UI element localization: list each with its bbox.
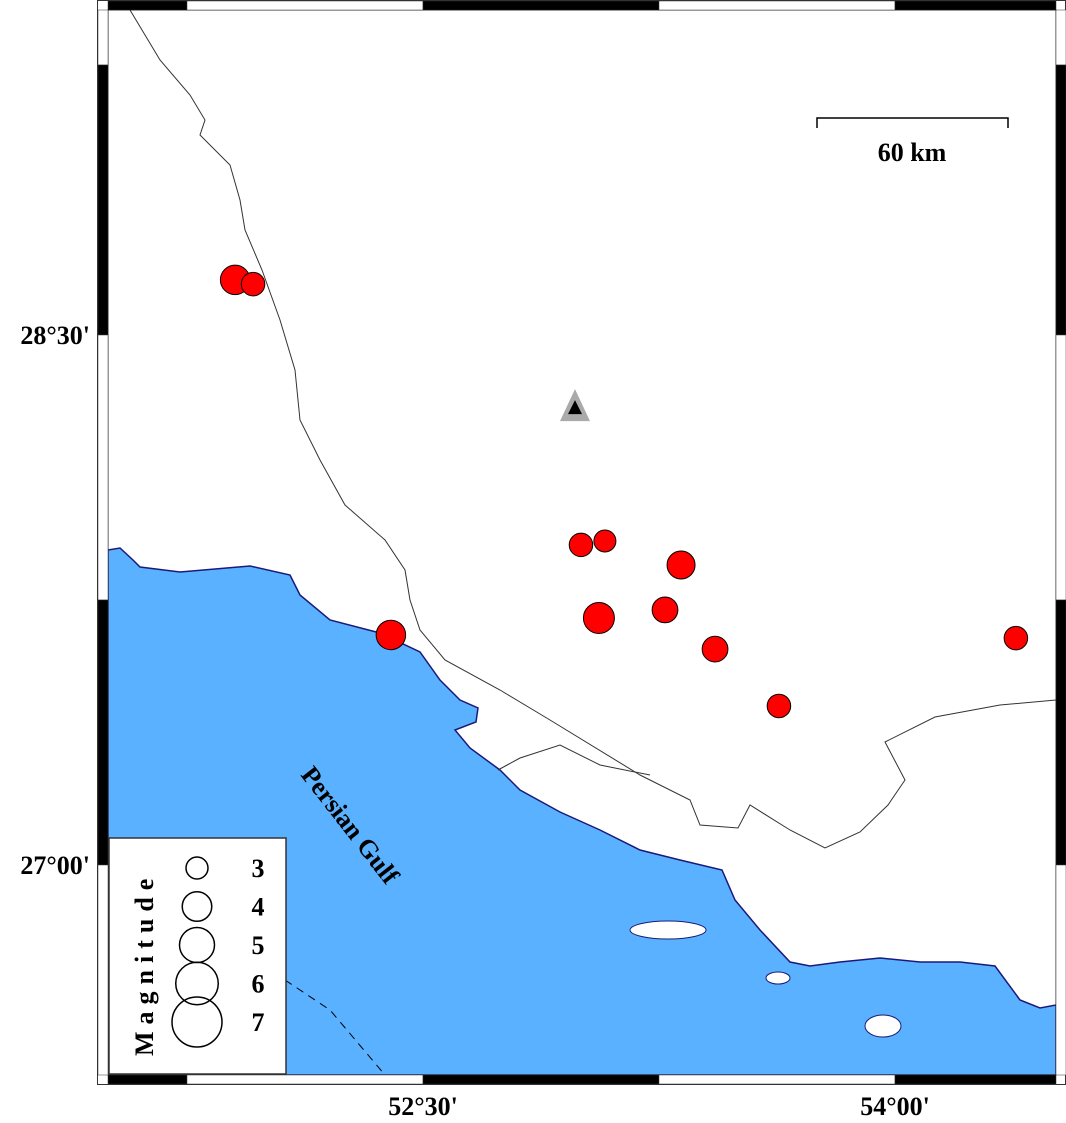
station-marker: [560, 389, 591, 422]
scale-bar-label: 60 km: [878, 138, 947, 167]
lat-label-1: 28°30': [20, 321, 90, 350]
island: [629, 920, 707, 940]
frame-segment: [186, 0, 424, 11]
frame-segment: [97, 64, 109, 336]
earthquake-events: [219, 264, 1029, 719]
frame-segment: [97, 599, 109, 866]
legend-label: 7: [252, 1008, 265, 1037]
earthquake-event: [568, 532, 594, 558]
frame-segment: [658, 1074, 896, 1085]
legend-circle: [181, 891, 213, 922]
legend-circle: [175, 961, 219, 1006]
scale-bar: 60 km: [816, 117, 1009, 167]
frame-segment: [97, 864, 109, 1076]
island: [765, 971, 791, 985]
frame-segment: [894, 1074, 1057, 1085]
earthquake-event: [651, 596, 679, 624]
frame-segment: [1055, 599, 1066, 866]
sea-area: [108, 547, 1056, 1075]
lon-label-2: 54°00': [860, 1092, 930, 1121]
legend-title: Magnitude: [130, 872, 159, 1056]
frame-segment: [894, 0, 1057, 11]
frame-segment: [1055, 64, 1066, 336]
earthquake-event: [666, 550, 696, 580]
frame-segment: [658, 0, 896, 11]
legend-circle: [171, 996, 223, 1048]
legend-label: 6: [252, 970, 265, 999]
station-inner-triangle-icon: [568, 400, 583, 415]
earthquake-event: [375, 619, 407, 651]
frame-segment: [422, 1074, 660, 1085]
earthquake-event: [701, 635, 729, 663]
island: [864, 1014, 902, 1038]
frame-segment: [107, 1074, 188, 1085]
lon-label-1: 52°30': [388, 1092, 458, 1121]
legend-circle: [185, 856, 209, 880]
earthquake-event: [766, 693, 792, 719]
map-frame: [97, 0, 1066, 1085]
frame-segment: [1055, 864, 1066, 1076]
frame-segment: [422, 0, 660, 11]
earthquake-event: [582, 601, 615, 634]
earthquake-event: [240, 271, 266, 297]
frame-segment: [97, 9, 109, 66]
legend-label: 5: [252, 931, 265, 960]
earthquake-event: [593, 529, 617, 553]
frame-segment: [1055, 334, 1066, 601]
lat-label-2: 27°00': [20, 851, 90, 880]
frame-segment: [186, 1074, 424, 1085]
frame-segment: [97, 334, 109, 601]
border-lines: [129, 10, 1056, 1075]
frame-segment: [1055, 9, 1066, 66]
frame-segment: [107, 0, 188, 11]
magnitude-legend: Magnitude 3 4 5 6 7: [108, 837, 287, 1075]
earthquake-event: [1003, 625, 1029, 651]
legend-label: 4: [252, 893, 265, 922]
legend-label: 3: [252, 854, 265, 883]
